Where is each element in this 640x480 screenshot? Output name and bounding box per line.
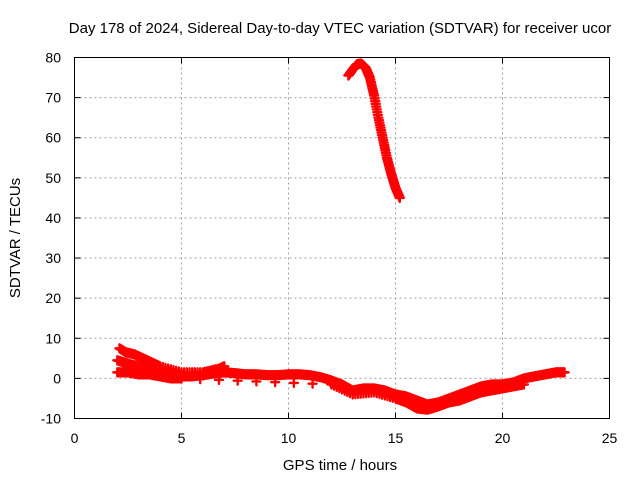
series-3 (112, 367, 530, 415)
data-point (213, 374, 225, 386)
y-tick-label: 10 (45, 330, 61, 346)
data-point (518, 379, 530, 390)
series-2 (114, 343, 230, 378)
series-0 (343, 58, 405, 204)
x-tick-label: 0 (71, 430, 79, 446)
data-point (394, 192, 405, 204)
y-axis-label: SDTVAR / TECUs (7, 178, 24, 298)
y-tick-label: 0 (53, 370, 61, 386)
y-tick-label: 40 (45, 210, 61, 226)
y-tick-label: 60 (45, 130, 61, 146)
data-point (307, 378, 318, 389)
axis-ticks (74, 57, 610, 419)
x-tick-label: 15 (388, 430, 404, 446)
y-tick-label: 70 (45, 90, 61, 106)
y-tick-label: -10 (41, 411, 61, 427)
x-tick-label: 10 (281, 430, 297, 446)
x-tick-label: 5 (178, 430, 186, 446)
y-tick-labels: -10 0 10 20 30 40 50 60 70 80 (41, 50, 61, 427)
y-tick-label: 30 (45, 250, 61, 266)
x-axis-label: GPS time / hours (283, 457, 397, 474)
x-tick-label: 25 (602, 430, 618, 446)
chart-title: Day 178 of 2024, Sidereal Day-to-day VTE… (69, 20, 611, 37)
data-point (269, 376, 281, 388)
data-point (559, 367, 570, 378)
x-tick-label: 20 (495, 430, 511, 446)
data-point (288, 377, 300, 389)
data-point (251, 376, 262, 387)
data-point (195, 373, 206, 385)
data-point (219, 361, 230, 372)
data-point (176, 373, 187, 384)
y-tick-label: 80 (45, 50, 61, 66)
plot-frame (74, 57, 610, 419)
y-tick-label: 20 (45, 290, 61, 306)
x-tick-labels: 0 5 10 15 20 25 (71, 430, 618, 446)
data-point (232, 375, 243, 386)
y-tick-label: 50 (45, 170, 61, 186)
data-marks (112, 58, 570, 415)
